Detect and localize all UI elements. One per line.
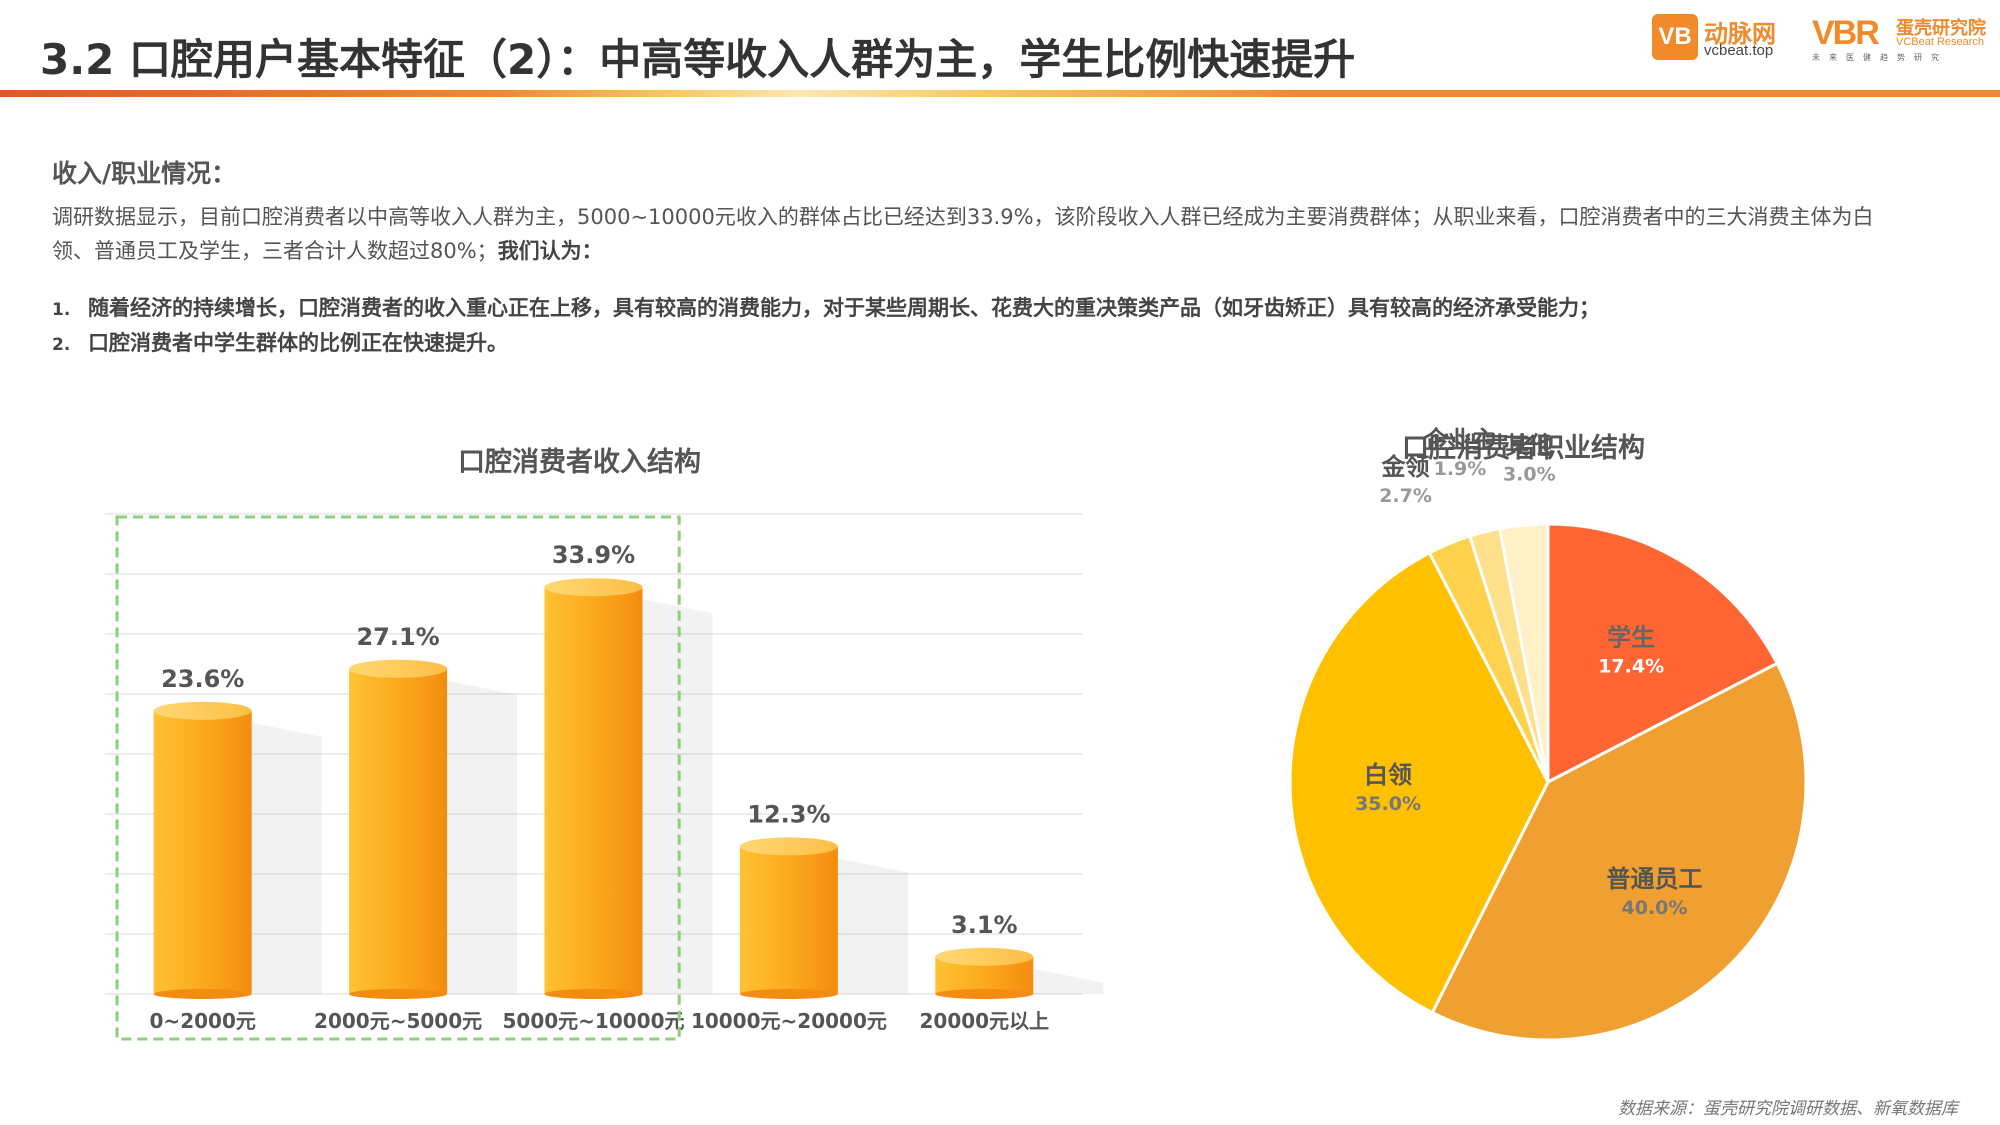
key-point-index: 2. [52,335,71,355]
pie-slice [1497,522,1550,783]
bar-shadow [251,722,322,994]
pie-slice [1546,522,1780,785]
bar-chart-title: 口腔消费者收入结构 [458,447,701,478]
vbr-logo-cn: 蛋壳研究院 [1896,18,1986,39]
bar-category-label: 2000元~5000元 [314,1009,482,1033]
pie-chart-marks: 学生17.4%普通员工40.0%白领35.0%金领2.7%企业主1.9%其他3.… [1288,426,1808,1042]
bar-category-label: 0~2000元 [150,1009,256,1033]
intro-bold: 我们认为： [497,239,603,263]
pie-slice-value: 2.7% [1379,485,1432,507]
key-points-list: 1. 随着经济的持续增长，口腔消费者的收入重心正在上移，具有较高的消费能力，对于某… [52,292,1952,362]
bar-shadow [447,680,518,994]
vbr-logo-tagline: 未来医健趋势研究 [1812,53,1948,62]
vcbeat-logo: VB 动脉网 vcbeat.top [1652,14,1797,60]
bar-cap [153,701,252,720]
bar-shadow [837,858,908,994]
bar-category-label: 5000元~10000元 [502,1009,684,1033]
pie-chart-title: 口腔消费者职业结构 [1402,433,1645,464]
highlight-box [115,515,681,1041]
bar-cap [349,659,448,678]
bar-cap [935,947,1034,966]
pie-slice-label: 白领 [1364,761,1412,789]
bar [153,710,252,994]
key-point-index: 1. [52,300,71,320]
vcbeat-logo-en: vcbeat.top [1704,42,1774,59]
pie-slice [1288,550,1550,1015]
bar-cap [544,578,643,597]
pie-slice [1430,661,1808,1042]
pie-slice-value: 40.0% [1622,897,1688,919]
section-heading: 收入/职业情况： [52,159,237,188]
pie-slice-value: 3.0% [1503,463,1556,485]
bar [349,668,448,994]
page-title-main: 中高等收入人群为主，学生比例快速提升 [599,35,1356,84]
vbr-logo: VBR 蛋壳研究院 VCBeat Research 未来医健趋势研究 [1812,14,1992,64]
bar [544,587,643,994]
bar [935,956,1034,994]
bar-base [739,989,838,999]
intro-text: 调研数据显示，目前口腔消费者以中高等收入人群为主，5000~10000元收入的群… [52,205,1874,263]
pie-slice-value: 35.0% [1355,793,1421,815]
key-point: 1. 随着经济的持续增长，口腔消费者的收入重心正在上移，具有较高的消费能力，对于某… [52,292,1952,327]
bar-base [153,989,252,999]
bar-value-label: 23.6% [161,665,244,693]
data-source-note: 数据来源：蛋壳研究院调研数据、新氧数据库 [1618,1099,1958,1119]
header-divider [0,90,2000,97]
bar-value-label: 12.3% [747,800,830,828]
bar-chart-marks: 23.6% 0~2000元 27.1% 2000元~5000元 33.9% 5000元~1… [115,515,1104,1041]
vbr-logo-mark: VBR [1812,14,1880,52]
bar-base [935,989,1034,999]
bar-value-label: 33.9% [552,541,635,569]
key-point-text: 口腔消费者中学生群体的比例正在快速提升。 [88,331,508,355]
bar-shadow [642,599,713,994]
key-point-text: 随着经济的持续增长，口腔消费者的收入重心正在上移，具有较高的消费能力，对于某些周… [88,296,1600,320]
bar-category-label: 10000元~20000元 [691,1009,887,1033]
pie-slice-label: 学生 [1607,623,1655,651]
vcbeat-logo-mark: VB [1652,14,1698,60]
page-title: 3.2 口腔用户基本特征（2）：中高等收入人群为主，学生比例快速提升 [40,26,1355,86]
bar-chart-grid [105,513,1082,995]
pie-slice-label: 普通员工 [1606,865,1702,893]
pie-slice [1467,526,1550,783]
vcbeat-logo-cn: 动脉网 [1704,20,1776,48]
key-point: 2. 口腔消费者中学生群体的比例正在快速提升。 [52,327,1952,362]
intro-paragraph: 调研数据显示，目前口腔消费者以中高等收入人群为主，5000~10000元收入的群… [52,200,1912,268]
bar-base [349,989,448,999]
pie-slice [1427,534,1550,783]
bar-cap [739,837,838,856]
page-title-prefix: 3.2 口腔用户基本特征（2）： [40,35,600,84]
bar [739,846,838,994]
bar-category-label: 20000元以上 [920,1009,1050,1033]
bar-value-label: 3.1% [951,911,1018,939]
vbr-logo-en: VCBeat Research [1896,36,1985,48]
bar-base [544,989,643,999]
pie-slice-value: 17.4% [1598,655,1664,677]
bar-shadow [1033,968,1104,994]
bar-value-label: 27.1% [356,623,439,651]
